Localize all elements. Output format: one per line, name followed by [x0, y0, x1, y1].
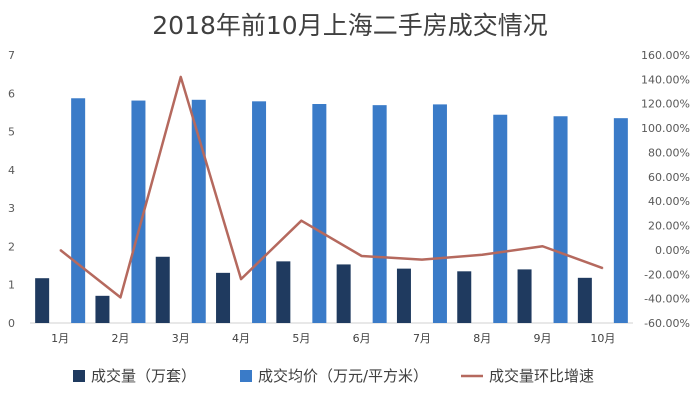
y-right-tick-label: 80.00%	[648, 146, 690, 159]
bar-volume	[35, 278, 50, 323]
bar-price	[372, 105, 387, 323]
y-right-tick-label: 100.00%	[641, 122, 690, 135]
legend-swatch	[240, 370, 252, 382]
legend-swatch	[73, 370, 85, 382]
growth-point	[180, 76, 182, 78]
y-left-tick-label: 1	[8, 279, 15, 292]
x-tick-label: 4月	[232, 332, 250, 345]
bar-price	[553, 116, 568, 323]
bar-price	[613, 118, 628, 324]
bar-volume	[517, 269, 532, 323]
bar-volume	[336, 264, 351, 323]
bar-volume	[577, 277, 592, 323]
growth-point	[300, 220, 302, 222]
x-tick-label: 9月	[534, 332, 552, 345]
legend: 成交量（万套） 成交均价（万元/平方米） 成交量环比增速	[73, 367, 594, 385]
bar-volume	[155, 256, 170, 323]
bar-price	[312, 104, 327, 324]
y-right-tick-label: 40.00%	[648, 195, 690, 208]
bar-volume	[216, 272, 231, 323]
x-tick-label: 3月	[172, 332, 190, 345]
bar-volume	[396, 268, 411, 323]
bars	[35, 98, 628, 324]
x-tick-label: 5月	[292, 332, 310, 345]
y-right-tick-label: 140.00%	[641, 73, 690, 86]
legend-label: 成交均价（万元/平方米）	[258, 367, 428, 385]
bar-price	[252, 101, 267, 323]
y-right-tick-label: 60.00%	[648, 171, 690, 184]
y-left-tick-label: 3	[8, 202, 15, 215]
growth-point	[542, 245, 544, 247]
bar-volume	[457, 271, 472, 323]
y-left-tick-label: 0	[8, 317, 15, 330]
y-right-tick-label: -20.00%	[644, 268, 690, 281]
y-left-tick-label: 7	[8, 49, 15, 62]
y-right-tick-label: 120.00%	[641, 98, 690, 111]
x-tick-label: 8月	[473, 332, 491, 345]
y-left-tick-label: 5	[8, 126, 15, 139]
x-tick-label: 6月	[353, 332, 371, 345]
chart-title: 2018年前10月上海二手房成交情况	[152, 11, 547, 40]
legend-label: 成交量环比增速	[489, 367, 594, 385]
growth-line	[59, 75, 604, 299]
bar-volume	[95, 295, 110, 323]
y-left-tick-label: 2	[8, 240, 15, 253]
line-layer	[59, 75, 604, 299]
bar-price	[131, 100, 146, 323]
y-left-tick-label: 4	[8, 164, 15, 177]
legend-label: 成交量（万套）	[91, 367, 196, 385]
growth-point	[59, 249, 61, 251]
bar-price	[71, 98, 86, 324]
growth-point	[602, 267, 604, 269]
x-tick-label: 1月	[51, 332, 69, 345]
growth-point	[240, 278, 242, 280]
x-tick-label: 7月	[413, 332, 431, 345]
growth-point	[481, 254, 483, 256]
x-tick-label: 2月	[111, 332, 129, 345]
bar-price	[191, 99, 206, 324]
x-tick-label: 10月	[590, 332, 615, 345]
axes: 0 1 2 3 4 5 6 7 -60.00% -40.00% -20.00% 0.00% 20.00%…	[8, 49, 690, 345]
y-right-tick-label: -40.00%	[644, 293, 690, 306]
y-right-tick-label: 20.00%	[648, 220, 690, 233]
bar-volume	[276, 261, 291, 323]
bar-price	[432, 104, 447, 323]
y-right-tick-label: 0.00%	[655, 244, 690, 257]
bar-price	[493, 114, 508, 324]
growth-point	[421, 259, 423, 261]
y-right-tick-label: -60.00%	[644, 317, 690, 330]
growth-point	[119, 296, 121, 298]
growth-point	[361, 255, 363, 257]
y-left-tick-label: 6	[8, 87, 15, 100]
y-right-tick-label: 160.00%	[641, 49, 690, 62]
